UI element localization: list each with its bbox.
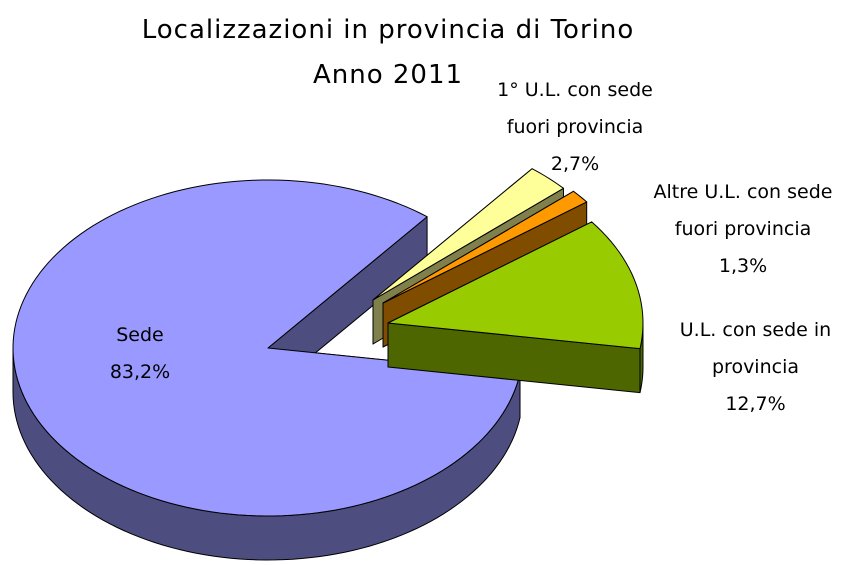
- category-label: Sede: [116, 324, 164, 346]
- data-label: U.L. con sede in provincia 12,7%: [678, 312, 833, 423]
- value-label: 1,3%: [718, 255, 768, 277]
- slice: [372, 168, 564, 301]
- category-label: 1° U.L. con sede fuori provincia: [497, 79, 653, 138]
- value-label: 12,7%: [725, 393, 786, 415]
- category-label: Altre U.L. con sede fuori provincia: [653, 181, 833, 240]
- data-label: Sede 83,2%: [60, 317, 220, 391]
- value-label: 2,7%: [550, 153, 600, 175]
- slice: [382, 190, 588, 304]
- slice: [12, 179, 521, 517]
- value-label: 83,2%: [109, 361, 171, 383]
- chart-subtitle: Anno 2011: [312, 60, 464, 90]
- category-label: U.L. con sede in provincia: [679, 319, 832, 378]
- data-label: 1° U.L. con sede fuori provincia 2,7%: [475, 72, 675, 183]
- chart-title: Localizzazioni in provincia di Torino: [141, 15, 635, 45]
- data-label: Altre U.L. con sede fuori provincia 1,3%: [632, 174, 854, 285]
- slice: [387, 221, 644, 350]
